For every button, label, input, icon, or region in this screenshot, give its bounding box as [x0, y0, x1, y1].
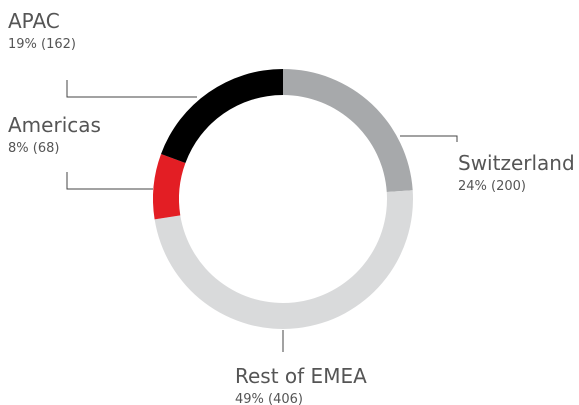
leader-line	[66, 172, 153, 190]
donut-segment	[154, 190, 413, 329]
value-label: 19% (162)	[8, 37, 76, 52]
value-label: 49% (406)	[235, 392, 303, 405]
donut-segment	[161, 69, 283, 164]
donut-segment	[152, 154, 186, 220]
segment-label: Rest of EMEA	[235, 364, 367, 388]
donut-segment	[283, 69, 413, 192]
value-label: 8% (68)	[8, 141, 59, 156]
leader-line	[66, 80, 197, 98]
segment-label: Switzerland	[458, 151, 575, 175]
segment-label: APAC	[8, 9, 60, 33]
value-label: 24% (200)	[458, 179, 526, 194]
leader-line	[400, 135, 458, 142]
segment-label: Americas	[8, 113, 101, 137]
